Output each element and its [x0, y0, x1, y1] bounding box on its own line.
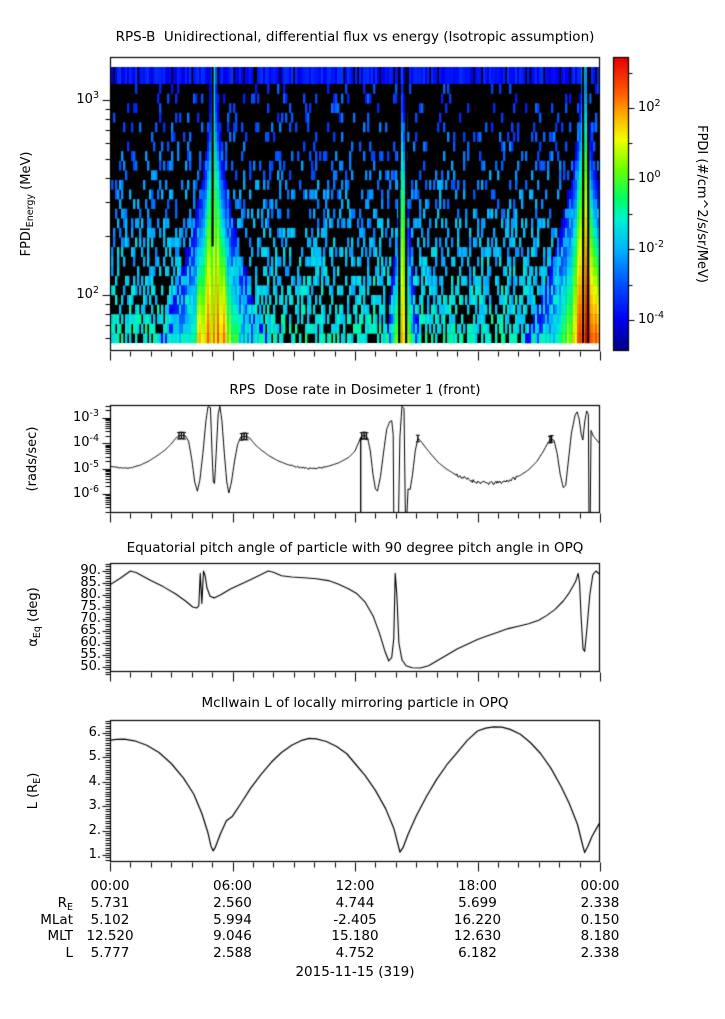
colorbar-tick-label: 10-4 [638, 310, 665, 328]
time-tick-label: 00:00 [580, 877, 620, 894]
ytick-label: 55. [80, 647, 101, 663]
panel4-title: McIlwain L of locally mirroring particle… [201, 694, 509, 711]
ephemeris-value: 15.180 [331, 927, 379, 944]
ytick-label: 2. [88, 822, 101, 838]
ephemeris-value: 2.560 [213, 894, 252, 911]
ephemeris-value: 5.699 [458, 894, 497, 911]
ephemeris-value: 6.182 [458, 944, 497, 961]
ephemeris-value: 5.777 [90, 944, 130, 961]
ephemeris-value: 5.994 [213, 911, 252, 928]
ytick-label: 80. [80, 587, 101, 603]
ephemeris-value: 9.046 [213, 927, 252, 944]
date-label: 2015-11-15 (319) [295, 963, 415, 980]
colorbar-tick-label: 102 [638, 98, 661, 116]
ytick-label: 103 [76, 90, 99, 108]
ephemeris-value: 12.630 [453, 927, 502, 944]
panel2-ylabel: (rads/sec) [25, 426, 41, 492]
ytick-label: 10-4 [72, 433, 99, 451]
ephemeris-value: 2.338 [580, 894, 620, 911]
ephemeris-value: 8.180 [580, 927, 620, 944]
ephemeris-value: 0.150 [580, 911, 620, 928]
ephemeris-value: -2.405 [333, 911, 377, 928]
ephemeris-value: 4.752 [335, 944, 375, 961]
ephemeris-value: 2.338 [580, 944, 620, 961]
panel2-title: RPS Dose rate in Dosimeter 1 (front) [229, 381, 481, 398]
ytick-label: 10-6 [72, 484, 99, 502]
time-tick-label: 06:00 [213, 877, 252, 894]
ytick-label: 5. [88, 749, 101, 765]
ephemeris-row-label-re: RE [57, 894, 73, 913]
ytick-label: 85. [80, 575, 101, 591]
ephemeris-value: 2.588 [213, 944, 252, 961]
panel3-title: Equatorial pitch angle of particle with … [126, 539, 584, 556]
colorbar-tick-label: 100 [638, 168, 661, 186]
time-tick-label: 12:00 [335, 877, 375, 894]
ephemeris-value: 4.744 [335, 894, 375, 911]
ytick-label: 70. [80, 611, 101, 627]
ephemeris-value: 16.220 [453, 911, 502, 928]
ytick-label: 6. [88, 725, 101, 741]
ytick-label: 10-3 [72, 408, 99, 426]
time-tick-label: 00:00 [90, 877, 130, 894]
ephemeris-value: 12.520 [86, 927, 134, 944]
ytick-label: 4. [88, 773, 101, 789]
ytick-label: 60. [80, 635, 101, 651]
ytick-label: 102 [76, 285, 99, 303]
ytick-label: 90. [80, 563, 101, 579]
ephemeris-row-label-mlat: MLat [40, 911, 73, 928]
ytick-label: 1. [88, 847, 101, 863]
colorbar-tick-label: 10-2 [638, 239, 665, 257]
ephemeris-value: 5.731 [90, 894, 130, 911]
panel4-ylabel: L (RE) [26, 772, 44, 810]
ytick-label: 50. [80, 659, 101, 675]
panel1-ylabel: FPDIEnergy (MeV) [19, 151, 37, 257]
ephemeris-row-label-l: L [65, 944, 73, 961]
colorbar-label: FPDI (#/cm^2/s/sr/MeV) [693, 125, 709, 283]
panel3-ylabel: αEq (deg) [26, 587, 44, 647]
panel1-title: RPS-B Unidirectional, differential flux … [115, 28, 595, 45]
ephemeris-row-label-mlt: MLT [47, 927, 73, 944]
time-tick-label: 18:00 [458, 877, 497, 894]
ytick-label: 65. [80, 623, 101, 639]
ephemeris-value: 5.102 [90, 911, 130, 928]
ytick-label: 75. [80, 599, 101, 615]
ytick-label: 3. [88, 798, 101, 814]
ytick-label: 10-5 [72, 458, 99, 476]
